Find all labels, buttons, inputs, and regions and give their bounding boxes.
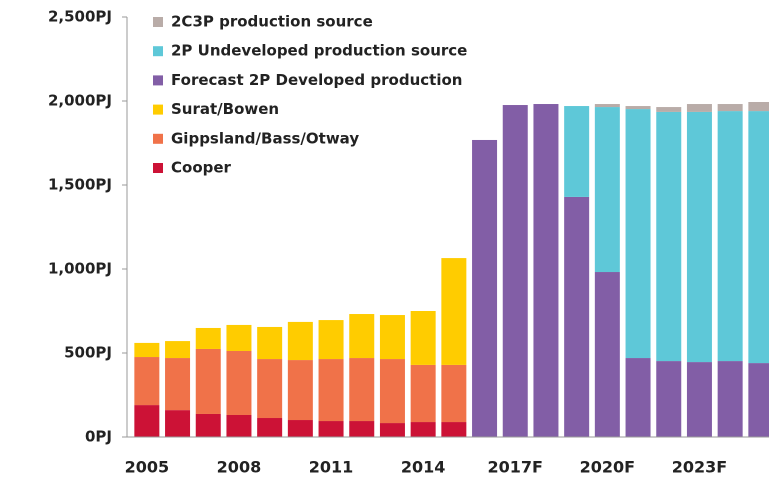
y-tick-label: 500PJ [64,344,112,362]
legend-swatch [153,17,163,27]
bar-segment [165,358,191,411]
bar-segment [349,314,375,359]
bar-segment [594,107,620,273]
bar-segment [502,105,528,438]
x-tick-label: 2023F [672,458,727,477]
bar-segment [717,361,743,437]
bar-segment [134,342,160,358]
bar-segment [410,422,436,437]
bar-segment [441,422,467,437]
y-tick-label: 2,500PJ [48,8,112,26]
bar-segment [134,357,160,406]
bar-segment [257,418,283,437]
bar-segment [257,359,283,419]
bar-segment [195,348,221,414]
y-tick-label: 1,000PJ [48,260,112,278]
legend-swatch [153,46,163,57]
bar-segment [195,413,221,437]
bar-segment [686,111,712,363]
legend-swatch [153,133,163,144]
legend-label: Gippsland/Bass/Otway [171,129,359,147]
bar-segment [625,109,651,359]
bar-segment [349,421,375,437]
bar-segment [165,341,191,359]
legend-label: 2P Undeveloped production source [171,42,467,60]
x-tick-label: 2020F [580,458,635,477]
bar-segment [318,359,344,422]
legend-swatch [153,75,163,86]
bar-segment [656,107,682,112]
y-tick-label: 0PJ [85,428,112,446]
bar-segment [318,320,344,360]
bar-segment [717,111,743,362]
x-tick-label: 2005 [125,458,170,477]
bar-segment [441,258,467,365]
bar-segment [165,410,191,437]
bar-segment [748,102,769,112]
bar-segment [625,106,651,110]
bar-segment [287,360,313,421]
bar-segment [226,414,252,437]
bar-segment [410,311,436,365]
bar-segment [287,321,313,361]
bar-segment [318,421,344,437]
bar-segment [717,104,743,112]
bar-segment [594,272,620,437]
bar-segment [195,327,221,349]
bar-segment [686,104,712,112]
bar-segment [625,358,651,437]
bar-segment [564,196,590,437]
bar-segment [379,315,405,360]
legend-label: Cooper [171,159,232,177]
bar-segment [594,104,620,108]
bar-segment [379,359,405,424]
x-tick-label: 2011 [309,458,354,477]
bar-segment [686,362,712,437]
bar-segment [748,111,769,364]
x-tick-label: 2014 [401,458,446,477]
bar-segment [564,106,590,197]
legend-swatch [153,163,163,173]
bar-segment [226,324,252,351]
legend-swatch [153,104,163,115]
legend-label: 2C3P production source [171,13,373,31]
legend-label: Forecast 2P Developed production [171,71,462,89]
bar-segment [472,139,498,437]
bar-segment [287,420,313,437]
bar-segment [134,405,160,437]
x-tick-label: 2017F [488,458,543,477]
legend-label: Surat/Bowen [171,100,279,118]
bar-segment [379,423,405,437]
bar-segment [349,358,375,422]
x-tick-label: 2008 [217,458,262,477]
bar-segment [257,326,283,360]
y-tick-label: 1,500PJ [48,176,112,194]
bar-segment [410,364,436,423]
bar-segment [656,361,682,437]
bar-segment [748,363,769,437]
bar-segment [441,364,467,423]
bar-segment [656,111,682,362]
bar-segment [533,104,559,438]
bar-segment [226,350,252,415]
y-tick-label: 2,000PJ [48,92,112,110]
